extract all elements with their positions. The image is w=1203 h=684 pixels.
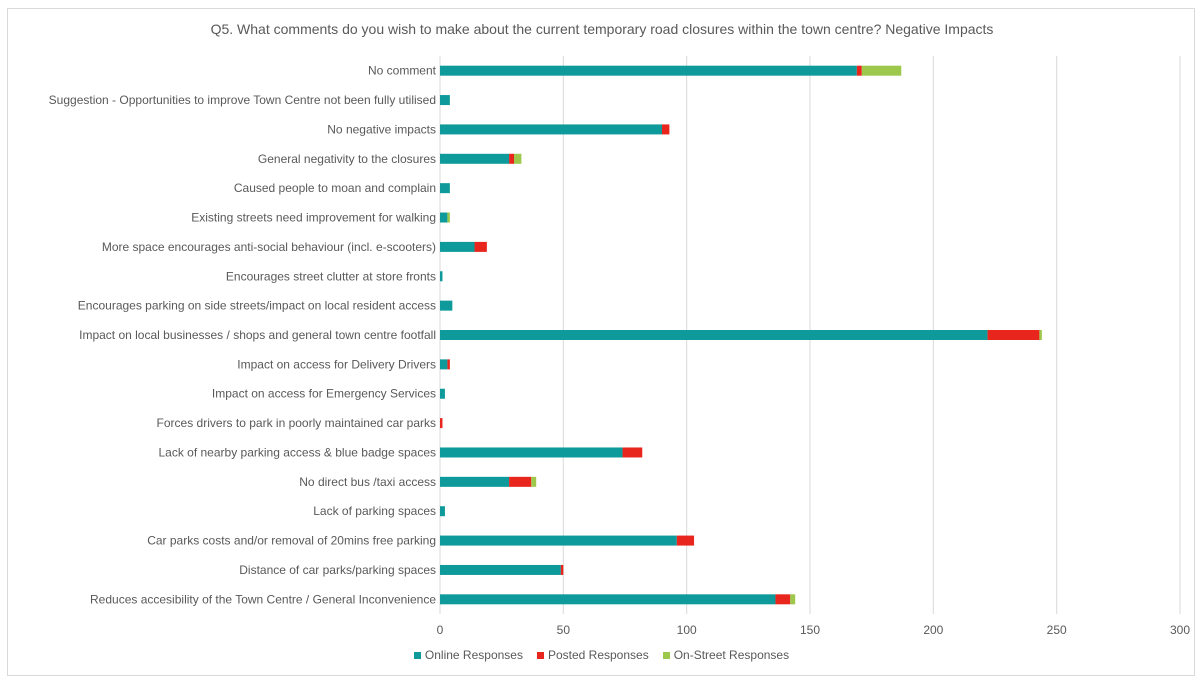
bar-segment [440, 330, 988, 340]
legend: Online Responses Posted Responses On-Stree… [0, 648, 1203, 662]
legend-label: Online Responses [424, 648, 523, 662]
bar-segment [662, 124, 670, 135]
bar-segment [440, 564, 561, 575]
category-label: Lack of nearby parking access & blue bad… [158, 445, 436, 459]
bar-segment [440, 447, 623, 458]
x-tick-label: 300 [1170, 623, 1190, 637]
bar-segment [440, 535, 677, 546]
category-label: General negativity to the closures [258, 152, 436, 166]
bar-segment [447, 359, 450, 370]
bar-segment [509, 476, 532, 487]
bar-segment [676, 535, 695, 546]
bar-segment [440, 241, 475, 252]
x-tick-label: 150 [800, 623, 820, 637]
bar-segment [440, 124, 662, 135]
legend-swatch [413, 651, 421, 659]
legend-label: On-Street Responses [673, 648, 790, 662]
bar-segment [775, 594, 791, 605]
category-label: Reduces accesibility of the Town Centre … [90, 592, 436, 606]
category-label: Caused people to moan and complain [234, 181, 436, 195]
category-label: Encourages parking on side streets/impac… [78, 299, 436, 313]
x-tick-label: 200 [923, 623, 943, 637]
category-label: Lack of parking spaces [313, 504, 436, 518]
bar-segment [440, 476, 510, 487]
bar-segment [514, 153, 522, 164]
bar-segment [440, 271, 443, 282]
bar-segment [987, 330, 1040, 340]
bar-segment [440, 183, 450, 194]
bar-segment [509, 153, 514, 164]
bar-segment [440, 594, 776, 605]
category-label: Car parks costs and/or removal of 20mins… [147, 534, 436, 548]
bar-segment [447, 212, 450, 223]
category-label: No negative impacts [327, 122, 436, 136]
category-label: Suggestion - Opportunities to improve To… [49, 93, 436, 107]
x-tick-label: 50 [557, 623, 571, 637]
bar-segment [474, 241, 487, 252]
bar-segment [531, 476, 537, 487]
chart-frame: Q5. What comments do you wish to make ab… [7, 8, 1195, 676]
bar-segment [861, 65, 902, 76]
category-label: Forces drivers to park in poorly maintai… [157, 416, 436, 430]
bar-segment [1039, 330, 1042, 340]
category-label: No comment [368, 64, 437, 78]
bar-segment [790, 594, 796, 605]
category-labels: No comment Suggestion - Opportunities to … [49, 64, 437, 607]
bar-segment [440, 65, 857, 76]
legend-swatch [536, 651, 544, 659]
category-label: Encourages street clutter at store front… [226, 269, 436, 283]
bar-segment [440, 212, 448, 223]
bar-segment [440, 95, 450, 106]
bar-segment [440, 388, 445, 399]
x-tick-label: 100 [677, 623, 697, 637]
bar-segment [622, 447, 643, 458]
legend-swatch [662, 651, 670, 659]
legend-item: Online Responses [413, 648, 523, 662]
bar-segment [440, 506, 445, 517]
category-label: No direct bus /taxi access [299, 475, 436, 489]
bar-segment [440, 300, 453, 311]
bar-segment [440, 153, 510, 164]
category-label: Impact on access for Emergency Services [212, 387, 436, 401]
category-label: Impact on local businesses / shops and g… [79, 328, 436, 342]
bars [440, 65, 1042, 605]
bar-segment [560, 564, 564, 575]
category-label: Distance of car parks/parking spaces [239, 563, 436, 577]
tick-labels: 0 50 100 150 200 250 300 [437, 623, 1191, 637]
legend-item: On-Street Responses [662, 648, 790, 662]
x-tick-label: 0 [437, 623, 444, 637]
category-label: Impact on access for Delivery Drivers [237, 357, 436, 371]
x-tick-label: 250 [1047, 623, 1067, 637]
chart-title: Q5. What comments do you wish to make ab… [210, 21, 994, 37]
category-label: Existing streets need improvement for wa… [191, 211, 436, 225]
legend-label: Posted Responses [547, 648, 649, 662]
bar-segment [440, 359, 448, 370]
category-label: More space encourages anti-social behavi… [102, 240, 436, 254]
bar-segment [440, 418, 443, 429]
bar-segment [856, 65, 862, 76]
legend-item: Posted Responses [536, 648, 649, 662]
